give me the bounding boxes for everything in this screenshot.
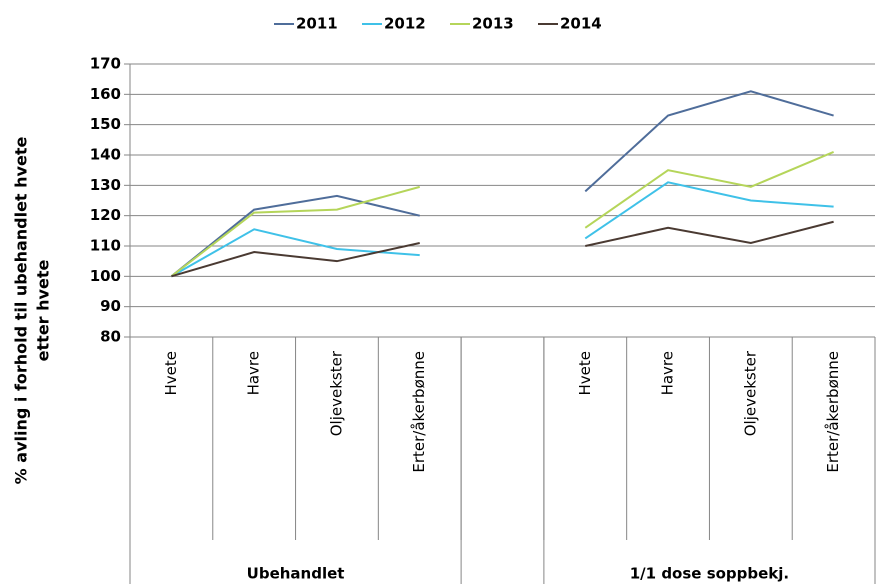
legend-label: 2011 — [296, 15, 338, 33]
series-line — [171, 220, 834, 278]
y-tick-label: 110 — [90, 237, 121, 255]
y-tick-label: 150 — [90, 115, 121, 133]
legend-label: 2012 — [384, 15, 426, 33]
series-line — [170, 90, 834, 278]
series-line — [170, 181, 834, 278]
x-tick-label: Erter/åkerbønne — [824, 351, 842, 473]
legend-label: 2014 — [560, 15, 602, 33]
x-tick-label: Hvete — [162, 351, 180, 396]
y-tick-label: 170 — [90, 55, 121, 73]
x-tick-label: Erter/åkerbønne — [410, 351, 428, 473]
group-label: Ubehandlet — [247, 565, 345, 583]
y-axis-label: % avling i forhold til ubehandlet hvete — [12, 137, 31, 485]
x-tick-label: Oljevekster — [327, 350, 345, 436]
x-tick-label: Oljevekster — [741, 350, 759, 436]
y-tick-label: 80 — [100, 328, 121, 346]
y-axis-label: etter hvete — [34, 260, 53, 362]
legend-label: 2013 — [472, 15, 514, 33]
x-tick-label: Havre — [245, 351, 263, 395]
y-tick-label: 90 — [100, 297, 121, 315]
y-tick-label: 140 — [90, 146, 121, 164]
y-tick-label: 160 — [90, 85, 121, 103]
y-tick-label: 130 — [90, 176, 121, 194]
group-label: 1/1 dose soppbekj. — [630, 565, 789, 583]
y-tick-label: 120 — [90, 206, 121, 224]
series-line — [170, 151, 834, 278]
x-tick-label: Hvete — [576, 351, 594, 396]
x-tick-label: Havre — [659, 351, 677, 395]
y-tick-label: 100 — [90, 267, 121, 285]
